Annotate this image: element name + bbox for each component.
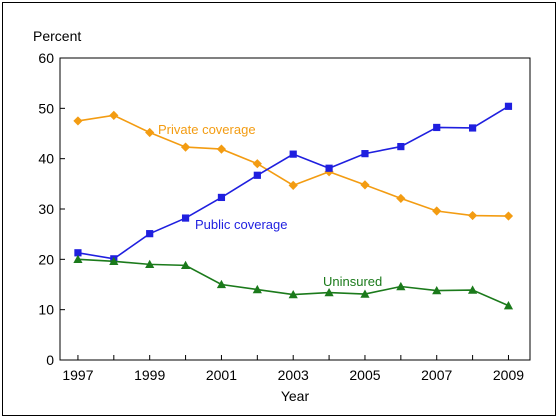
plot-border [59, 57, 531, 361]
series-group [73, 102, 514, 310]
data-point [217, 193, 226, 202]
x-tick-label: 2003 [278, 367, 309, 383]
data-point [503, 301, 514, 310]
data-point [324, 287, 334, 297]
data-point [288, 289, 298, 299]
data-point [396, 193, 406, 204]
data-point [432, 206, 442, 216]
series-uninsured [73, 254, 514, 310]
data-point [146, 230, 154, 238]
x-tick-label: 2005 [349, 367, 380, 383]
y-tick-label: 20 [38, 251, 54, 267]
data-point [433, 123, 441, 132]
series-public-coverage [74, 102, 513, 263]
x-axis-title: Year [281, 388, 310, 404]
data-point [252, 284, 262, 294]
x-tick-label: 2001 [206, 367, 237, 383]
x-tick-label: 2007 [421, 367, 452, 383]
data-point [325, 164, 333, 172]
data-point [360, 289, 370, 298]
y-tick-label: 50 [38, 100, 54, 116]
data-point [181, 214, 190, 222]
series-label-public-coverage: Public coverage [195, 217, 288, 232]
y-tick-label: 30 [38, 201, 54, 217]
data-point [73, 116, 83, 126]
data-point [145, 127, 155, 138]
series-label-uninsured: Uninsured [323, 274, 382, 289]
data-point [74, 249, 82, 257]
data-point [467, 285, 478, 294]
data-point [253, 171, 261, 179]
x-tick-label: 1999 [134, 367, 165, 383]
data-point [289, 150, 297, 158]
data-point [73, 254, 83, 264]
y-tick-label: 10 [38, 302, 54, 318]
data-point [252, 159, 262, 169]
y-tick-label: 60 [38, 50, 54, 66]
x-tick-label: 2009 [493, 367, 524, 383]
data-point [288, 180, 298, 190]
data-point [216, 279, 227, 289]
data-point [109, 110, 119, 120]
y-axis-title: Percent [33, 28, 81, 44]
data-point [504, 102, 513, 110]
data-point [109, 256, 119, 266]
data-point [397, 142, 405, 151]
data-point [180, 142, 191, 152]
line-chart: Percent Year 0 10 20 30 40 50 60 1997 1999 2001 20… [33, 28, 531, 404]
series-line [77, 258, 509, 307]
data-point [180, 260, 191, 270]
data-point [360, 180, 370, 190]
data-point [145, 259, 155, 269]
data-point [396, 281, 406, 291]
data-point [468, 124, 477, 132]
chart-frame: Percent Year 0 10 20 30 40 50 60 1997 1999 2001 20… [2, 2, 556, 416]
series-labels: Private coverage Public coverage Uninsured [158, 122, 382, 289]
data-point [216, 144, 227, 154]
x-tick-label: 1997 [62, 367, 93, 383]
data-point [432, 285, 442, 295]
data-point [503, 211, 514, 221]
series-label-private-coverage: Private coverage [158, 122, 256, 137]
data-point [361, 150, 369, 158]
y-tick-label: 40 [38, 151, 54, 167]
axes: 0 10 20 30 40 50 60 1997 1999 2001 2003 2005 2007 200… [38, 50, 531, 383]
data-point [467, 210, 478, 221]
series-line [77, 114, 509, 217]
y-tick-label: 0 [46, 352, 54, 368]
